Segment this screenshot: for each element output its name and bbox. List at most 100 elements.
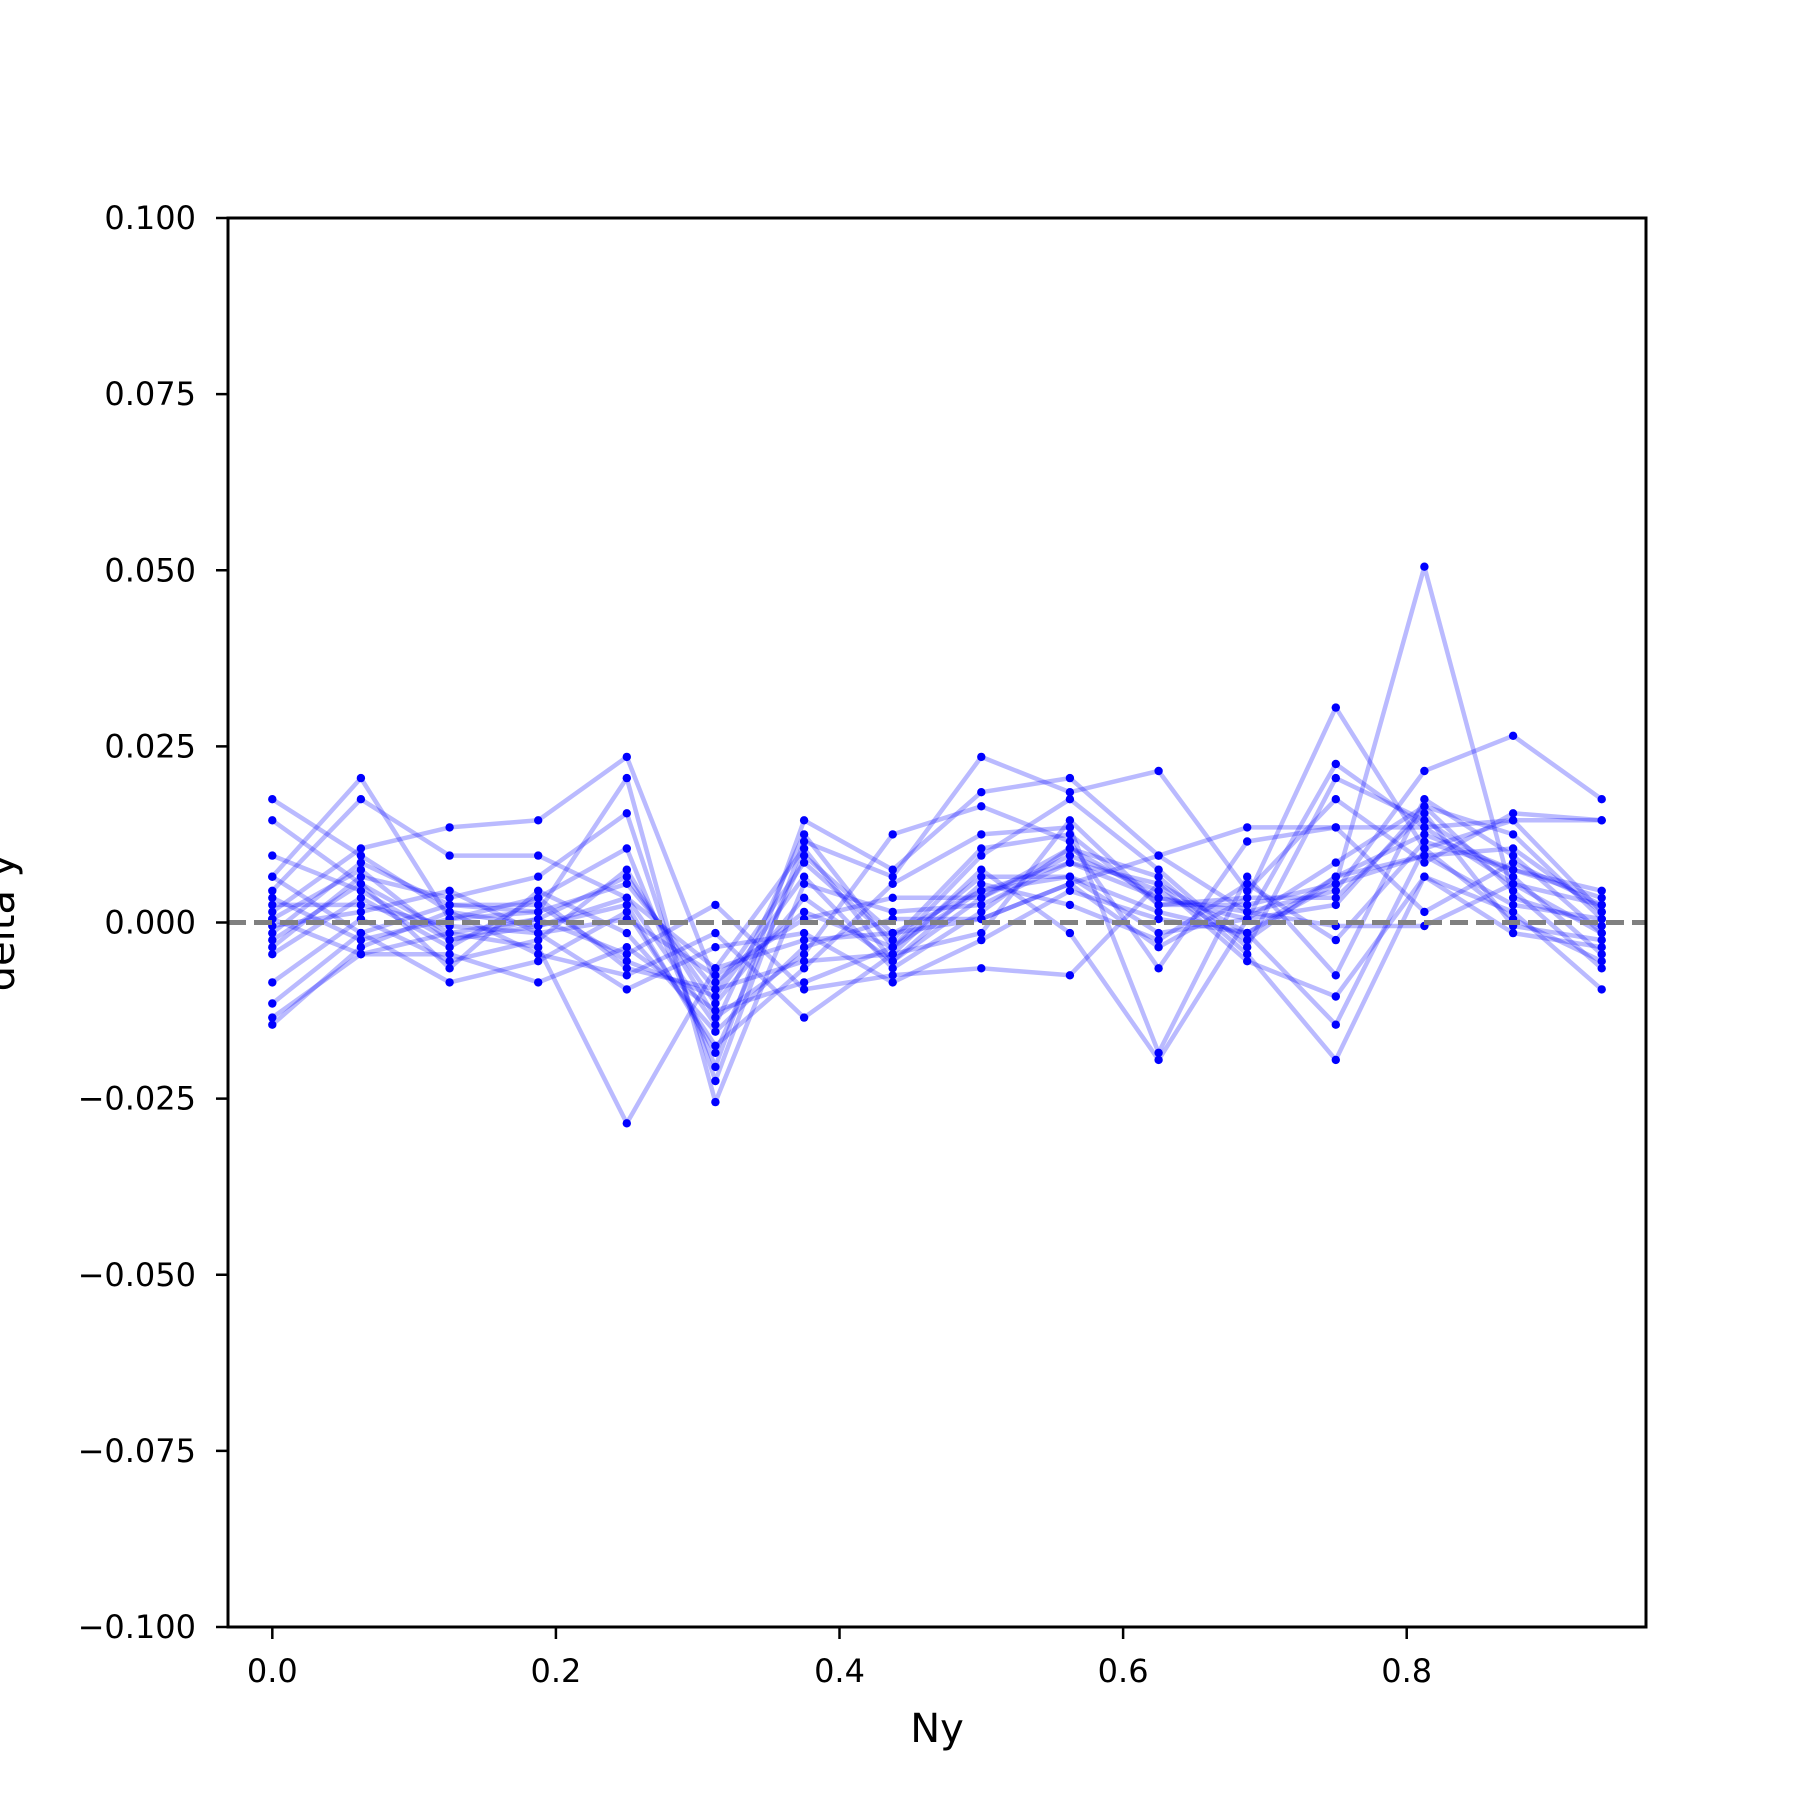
data-point [1331,1020,1341,1029]
data-point [711,900,720,910]
data-point [1508,844,1518,853]
data-point [356,950,366,959]
data-point [977,802,986,811]
data-point [445,886,454,895]
y-tick-label: −0.025 [78,1080,196,1118]
data-point [1597,943,1606,952]
data-point [977,886,986,895]
data-point [1065,844,1075,853]
data-point [1597,921,1606,931]
y-tick-label: −0.075 [78,1432,196,1470]
series-line-10 [270,796,1604,1056]
data-point [711,1062,720,1072]
data-point [268,928,277,938]
data-point [977,830,986,839]
x-axis-ticks: 0.0 0.2 0.4 0.6 0.8 [247,1627,1432,1690]
data-point [888,957,897,966]
data-point [1597,893,1606,902]
data-point [622,844,631,853]
series-line-1 [271,797,1603,1056]
data-point [1065,858,1075,867]
data-point [356,907,366,917]
y-tick-label: −0.100 [78,1608,196,1646]
data-point [1331,759,1341,769]
data-point [799,879,809,888]
data-point [1154,914,1163,924]
data-point [622,872,631,881]
data-point [356,886,366,895]
data-point [711,1041,720,1051]
data-point [1154,766,1163,776]
data-point [1508,809,1518,818]
data-point [1243,957,1252,966]
data-point [1243,935,1252,945]
data-point [356,858,366,867]
data-point [799,964,809,973]
data-point [888,893,897,902]
data-point [622,957,631,966]
x-tick-label: 0.4 [814,1652,865,1690]
data-point [622,900,631,910]
data-point [622,752,631,762]
data-point [622,985,631,994]
data-point [888,943,897,952]
data-point [1243,837,1252,846]
data-point [799,935,809,945]
data-point [799,957,809,966]
data-point [799,830,809,839]
data-point [711,992,720,1001]
data-point [799,978,809,987]
data-point [268,978,277,987]
data-point [1154,1048,1163,1058]
data-point [534,816,543,825]
data-point [445,823,454,832]
data-point [445,907,454,917]
series-line-7 [270,754,1602,1084]
data-point [445,935,454,945]
data-point [1065,928,1075,938]
data-point [1065,879,1075,888]
data-point [268,900,277,910]
data-point [1508,872,1518,881]
data-point [445,964,454,973]
data-point [888,879,897,888]
data-point [1331,893,1341,902]
data-point [1243,900,1252,910]
series-line-2 [270,761,1603,1006]
data-point [1420,844,1429,853]
data-point [268,999,277,1008]
data-point [1065,795,1075,804]
data-point [1597,957,1606,966]
data-point [1420,872,1429,881]
data-point [711,1048,720,1058]
data-point [268,795,277,804]
data-point [622,773,631,783]
data-point [1597,928,1606,938]
data-point [1154,851,1163,860]
data-point [1331,935,1341,945]
data-point [1508,907,1518,917]
data-point [1243,893,1252,902]
data-point [977,893,986,902]
data-point [1508,886,1518,895]
data-point [622,964,631,973]
data-point [1065,886,1075,895]
data-point [888,865,897,874]
data-point [1243,823,1252,832]
data-point [1154,893,1163,902]
data-point [799,950,809,959]
y-tick-label: 0.050 [104,551,196,589]
data-point [622,971,631,980]
data-point [534,950,543,959]
data-point [534,872,543,881]
data-point [1420,802,1429,811]
data-point [356,851,366,860]
data-point [1065,872,1075,881]
data-point [1065,851,1075,860]
data-point [356,893,366,902]
data-point [888,978,897,987]
data-point [622,950,631,959]
data-point [1331,858,1341,867]
x-axis-label: Ny [910,1706,964,1752]
data-point [1420,823,1429,832]
